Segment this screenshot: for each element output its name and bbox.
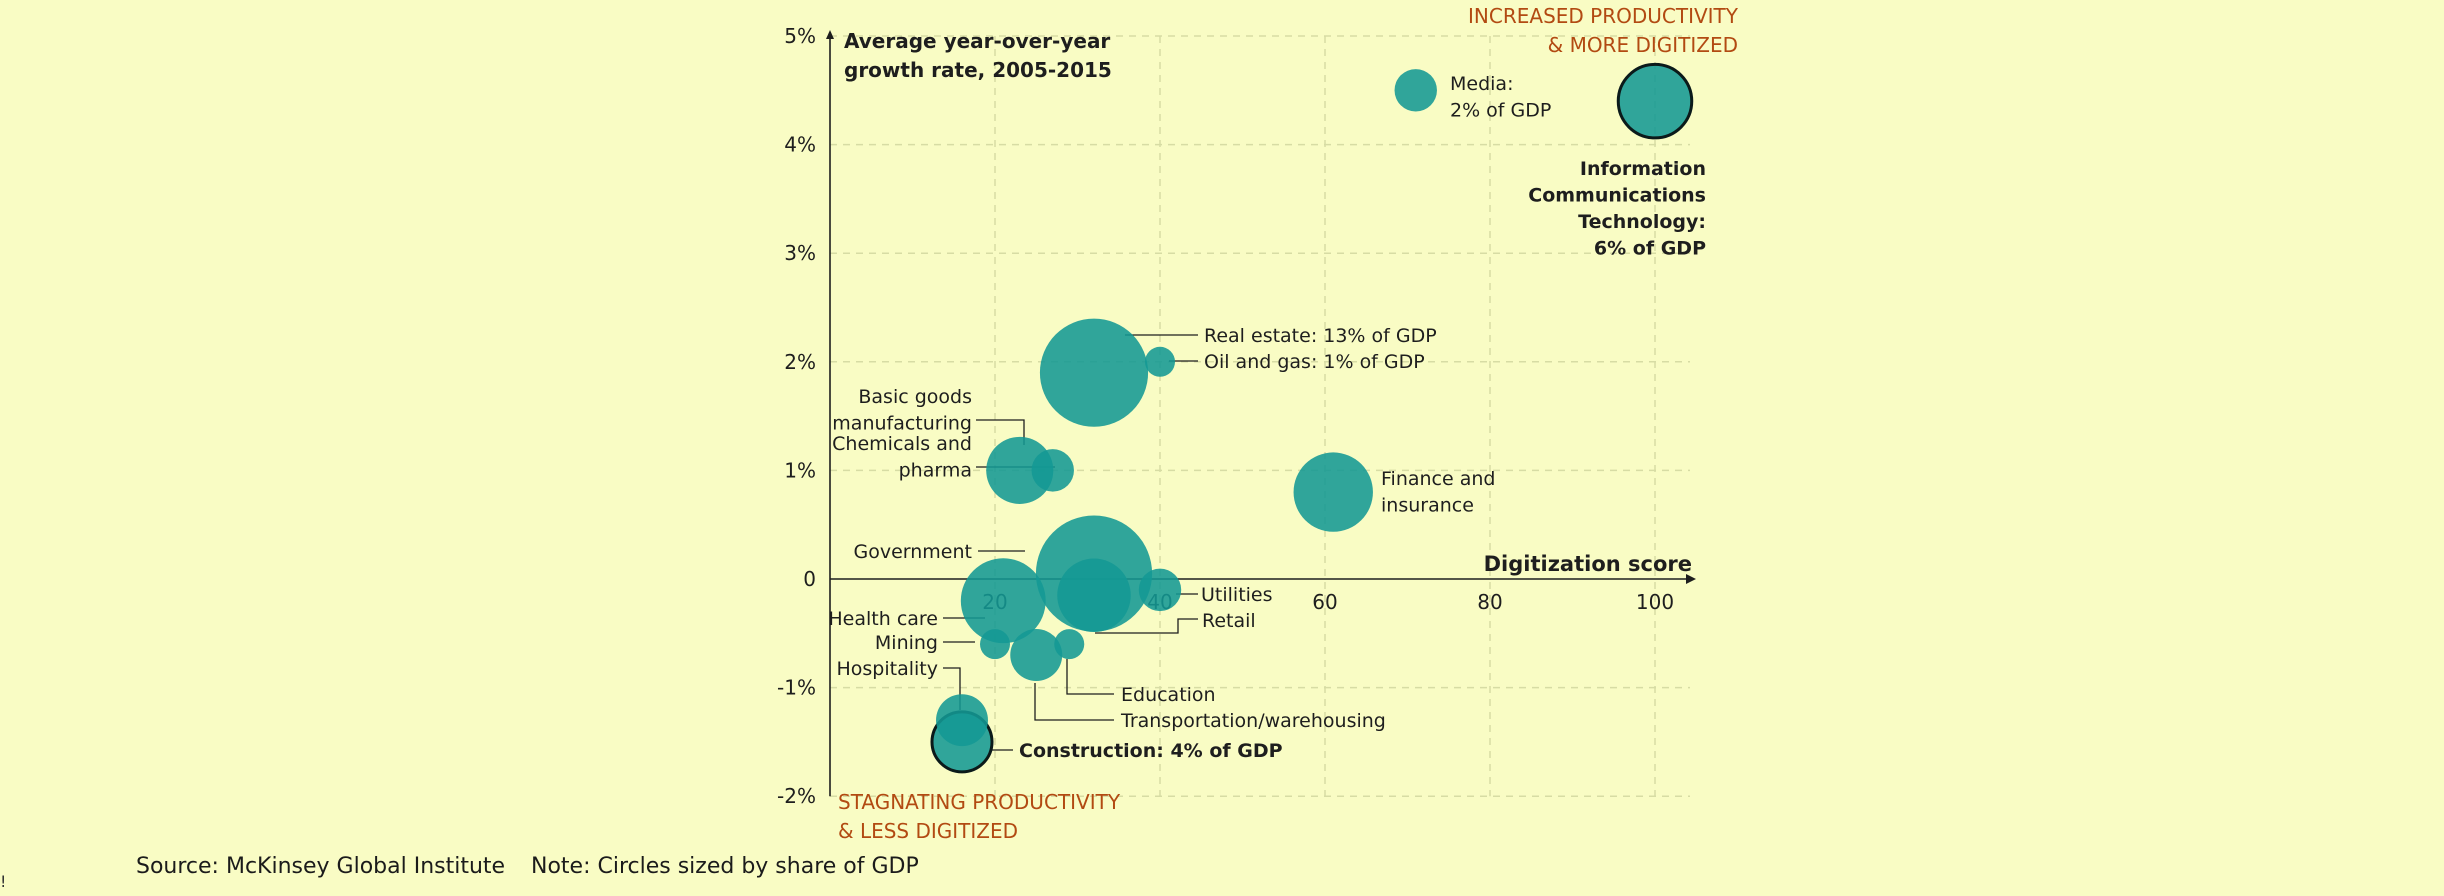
- point-label: 6% of GDP: [1594, 238, 1706, 260]
- bubble-real-estate-13-of-gdp: [1039, 318, 1149, 427]
- point-label: pharma: [899, 460, 972, 482]
- point-label: Oil and gas: 1% of GDP: [1204, 351, 1425, 373]
- leader-line: [1095, 618, 1198, 634]
- gdp-note: Note: Circles sized by share of GDP: [531, 854, 919, 879]
- point-label: Finance and: [1381, 468, 1495, 490]
- point-label: Information: [1580, 158, 1706, 180]
- x-axis-arrow: [1686, 574, 1696, 584]
- point-label: Hospitality: [837, 658, 939, 680]
- leader-line: [1034, 683, 1114, 721]
- point-label: Real estate: 13% of GDP: [1204, 325, 1437, 347]
- y-axis-arrow: [826, 30, 834, 39]
- point-label: Basic goods: [858, 386, 972, 408]
- y-tick-label: -2%: [777, 784, 816, 808]
- bubble-health-care: [960, 558, 1046, 644]
- y-axis-title-line: growth rate, 2005-2015: [844, 58, 1112, 82]
- bubble-hospitality: [936, 694, 988, 747]
- point-label: 2% of GDP: [1450, 100, 1551, 122]
- bubble-finance-and: [1293, 452, 1373, 532]
- point-label: insurance: [1381, 495, 1474, 517]
- bubble-information: [1616, 62, 1694, 140]
- point-label: Technology:: [1578, 211, 1706, 233]
- annotation-top-right-line: INCREASED PRODUCTIVITY: [1468, 4, 1739, 28]
- edge-mark: !: [0, 872, 7, 891]
- annotation-top-right-line: & MORE DIGITIZED: [1548, 33, 1738, 57]
- y-tick-label: 3%: [784, 241, 816, 265]
- point-label: Retail: [1202, 610, 1256, 632]
- y-tick-label: 0: [803, 567, 816, 591]
- point-label: Media:: [1450, 73, 1513, 95]
- bubble-oil-and-gas-1-of-gdp: [1145, 346, 1175, 377]
- point-label: Education: [1121, 684, 1216, 706]
- x-axis-title: Digitization score: [1484, 552, 1692, 576]
- point-label: manufacturing: [832, 413, 972, 435]
- point-label: Government: [854, 541, 973, 563]
- y-tick-label: 4%: [784, 133, 816, 157]
- point-label: Construction: 4% of GDP: [1019, 740, 1283, 762]
- point-label: Transportation/warehousing: [1120, 710, 1386, 732]
- point-label: Health care: [828, 608, 938, 630]
- point-label: Mining: [875, 632, 938, 654]
- y-axis-title-line: Average year-over-year: [844, 29, 1110, 53]
- point-label: Utilities: [1201, 584, 1273, 606]
- bubble-retail: [1057, 558, 1131, 633]
- bubble-media: [1394, 69, 1437, 112]
- bubble-utilities: [1138, 568, 1182, 612]
- x-tick-label: 100: [1636, 590, 1674, 614]
- annotation-bottom-left-line: & LESS DIGITIZED: [838, 819, 1018, 843]
- leader-line: [1066, 659, 1114, 695]
- bubble-mining: [980, 629, 1010, 660]
- point-label: Chemicals and: [832, 433, 972, 455]
- leader-line: [976, 419, 1025, 445]
- bubble-education: [1054, 629, 1085, 660]
- y-tick-label: 5%: [784, 24, 816, 48]
- bubble-transportation-warehousing: [1010, 629, 1063, 682]
- bubble-chemicals-and: [1031, 449, 1074, 492]
- x-tick-label: 80: [1477, 590, 1502, 614]
- source-note: Source: McKinsey Global Institute: [136, 854, 506, 879]
- bubble-basic-goods: [986, 436, 1054, 504]
- y-tick-label: 2%: [784, 350, 816, 374]
- y-tick-label: -1%: [777, 676, 816, 700]
- point-label: Communications: [1528, 185, 1706, 207]
- annotation-bottom-left-line: STAGNATING PRODUCTIVITY: [838, 790, 1121, 814]
- x-tick-label: 60: [1312, 590, 1337, 614]
- y-tick-label: 1%: [784, 458, 816, 482]
